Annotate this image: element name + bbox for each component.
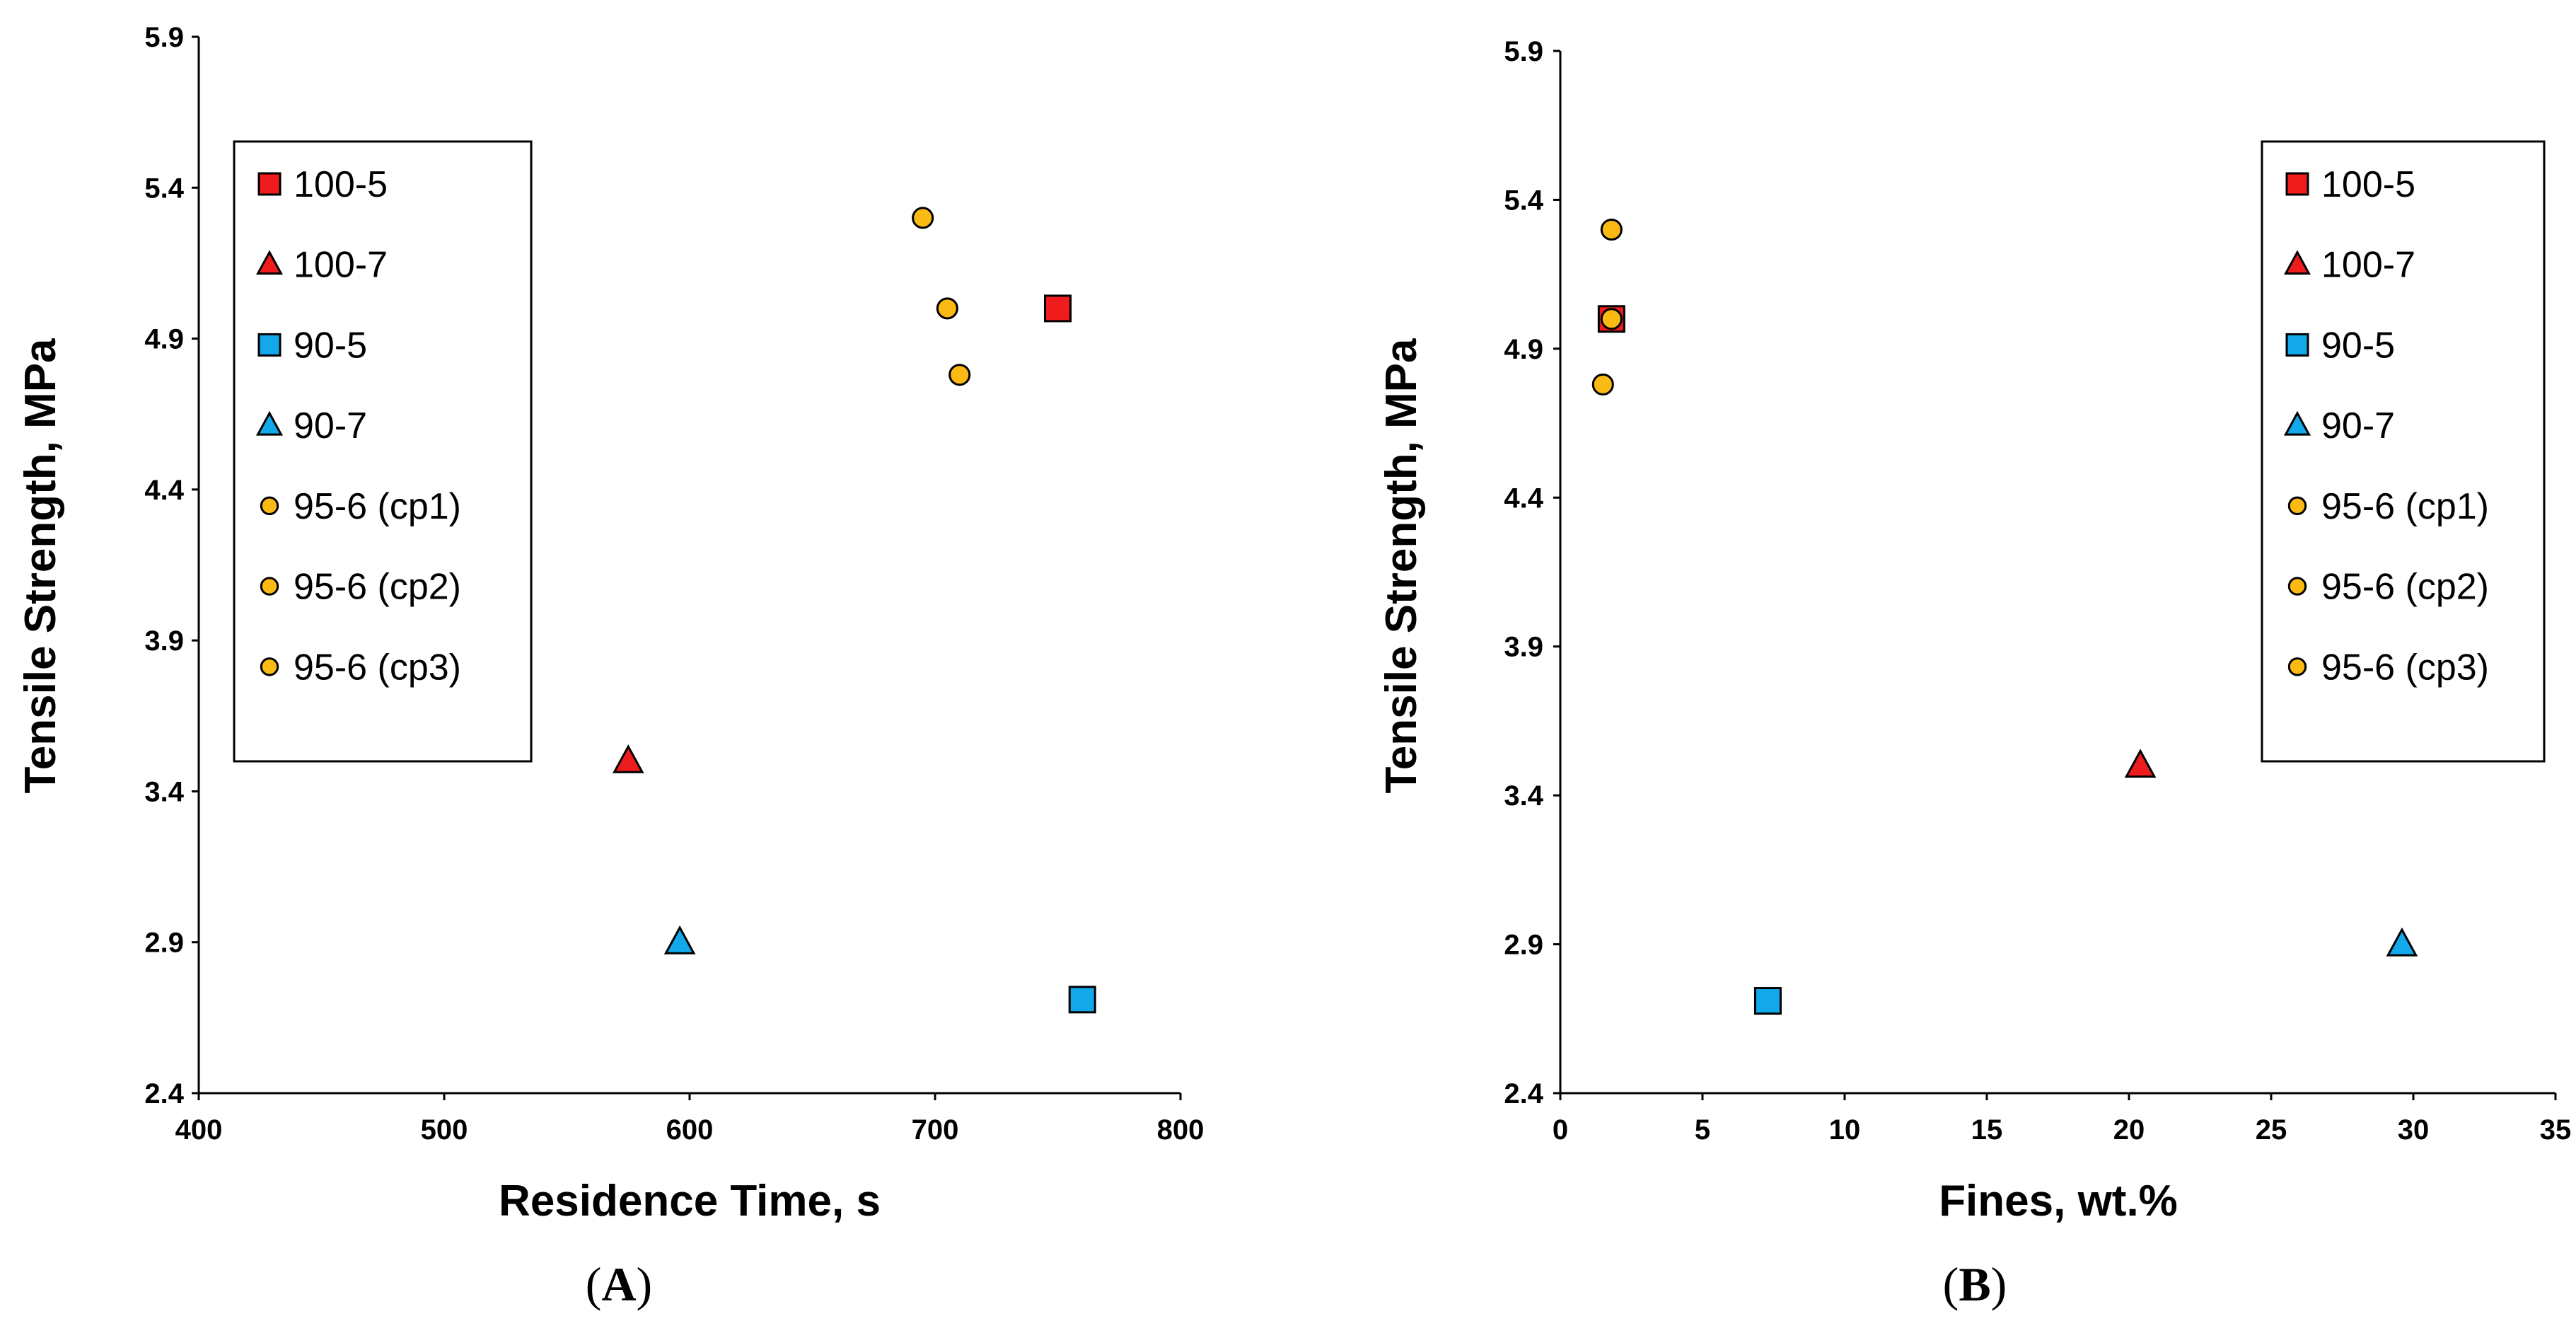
y-tick-label: 5.9 [1504,36,1543,67]
legend-marker [2287,657,2307,676]
data-point [948,364,971,386]
legend-label: 100-7 [2321,245,2415,286]
chart-panel-b: 2.4 2.9 3.4 3.9 4.4 4.9 5.4 5.9 0 5 10 15 20 25 30 35 Fi… [1377,36,2571,1225]
x-tick-label: 10 [1829,1114,1861,1146]
caption-a-open: ( [586,1257,602,1311]
legend-marker [2283,410,2311,436]
x-tick-label: 20 [2113,1114,2145,1146]
y-axis-label: Tensile Strength, MPa [1377,338,1426,794]
legend-label: 95-6 (cp3) [294,647,461,688]
x-tick-label: 600 [666,1114,714,1146]
caption-a-letter: A [601,1257,636,1311]
legend-label: 95-6 (cp2) [2321,567,2489,608]
legend-marker [2283,250,2311,275]
legend-marker [2285,333,2309,357]
legend-label: 100-5 [294,164,388,205]
x-tick-label: 5 [1695,1114,1710,1146]
caption-b: (B) [1943,1257,2007,1311]
x-tick-label: 15 [1971,1114,2003,1146]
legend-label: 90-7 [2321,405,2395,446]
data-point [1753,987,1782,1015]
y-tick-label: 2.4 [1504,1078,1543,1109]
legend-label: 90-5 [294,325,367,366]
y-tick-label: 4.4 [1504,483,1543,514]
legend-label: 90-7 [294,405,367,446]
legend-marker [2287,577,2307,596]
data-point [1600,218,1623,241]
y-axis-label: Tensile Strength, MPa [16,338,65,794]
legend-label: 100-7 [294,245,388,286]
caption-a: (A) [586,1257,652,1311]
y-tick-label: 2.9 [1504,930,1543,961]
data-point [912,207,934,229]
x-tick-label: 25 [2256,1114,2287,1146]
legend-marker [2285,172,2309,196]
caption-a-close: ) [637,1257,653,1311]
data-point [2386,927,2418,957]
legend-box [233,140,533,763]
x-tick-label: 0 [1553,1114,1568,1146]
y-tick-label: 3.9 [1504,632,1543,663]
x-tick-label: 800 [1157,1114,1205,1146]
legend-marker [260,496,279,516]
data-point [1591,373,1614,396]
x-axis-label: Fines, wt.% [1939,1177,2178,1225]
y-tick-label: 5.4 [144,173,184,204]
data-point [612,744,644,773]
x-tick-label: 700 [912,1114,959,1146]
data-point [663,925,696,954]
data-point [1044,294,1072,323]
legend-label: 95-6 (cp1) [294,486,461,527]
y-tick-label: 3.4 [144,776,184,807]
legend-label: 90-5 [2321,325,2395,366]
legend-marker [257,333,282,357]
caption-b-close: ) [1991,1257,2007,1311]
y-tick-label: 4.9 [1504,334,1543,365]
x-tick-label: 35 [2540,1114,2572,1146]
legend-marker [255,250,284,275]
x-axis-label: Residence Time, s [499,1177,881,1225]
caption-b-open: ( [1943,1257,1959,1311]
data-point [936,297,958,320]
x-tick-label: 30 [2398,1114,2430,1146]
y-tick-label: 3.9 [144,625,184,657]
legend-box [2261,140,2546,763]
legend-label: 95-6 (cp3) [2321,647,2489,688]
legend-marker [255,410,284,436]
legend-label: 100-5 [2321,164,2415,205]
legend-marker [260,657,279,676]
data-point [2124,749,2157,778]
x-tick-label: 500 [421,1114,468,1146]
y-tick-label: 4.4 [144,475,184,506]
y-tick-label: 4.9 [144,324,184,355]
y-tick-label: 2.4 [144,1078,184,1109]
data-point [1068,986,1096,1014]
caption-b-letter: B [1959,1257,1990,1311]
x-tick-label: 400 [175,1114,223,1146]
legend: 100-5 100-7 90-5 90-7 95-6 (cp1) 95-6 (cp2) 95… [233,140,533,763]
y-tick-label: 2.9 [144,928,184,959]
y-tick-label: 3.4 [1504,780,1543,812]
legend-marker [2287,496,2307,516]
legend: 100-5 100-7 90-5 90-7 95-6 (cp1) 95-6 (cp2) 95… [2261,140,2546,763]
legend-label: 95-6 (cp1) [2321,486,2489,527]
legend-label: 95-6 (cp2) [294,567,461,608]
y-tick-label: 5.9 [144,22,184,53]
chart-panel-a: 2.4 2.9 3.4 3.9 4.4 4.9 5.4 5.9 400 500 600 700 800 R… [16,22,1204,1225]
legend-marker [260,577,279,596]
legend-marker [257,172,282,196]
data-point [1600,308,1623,330]
y-tick-label: 5.4 [1504,185,1543,216]
